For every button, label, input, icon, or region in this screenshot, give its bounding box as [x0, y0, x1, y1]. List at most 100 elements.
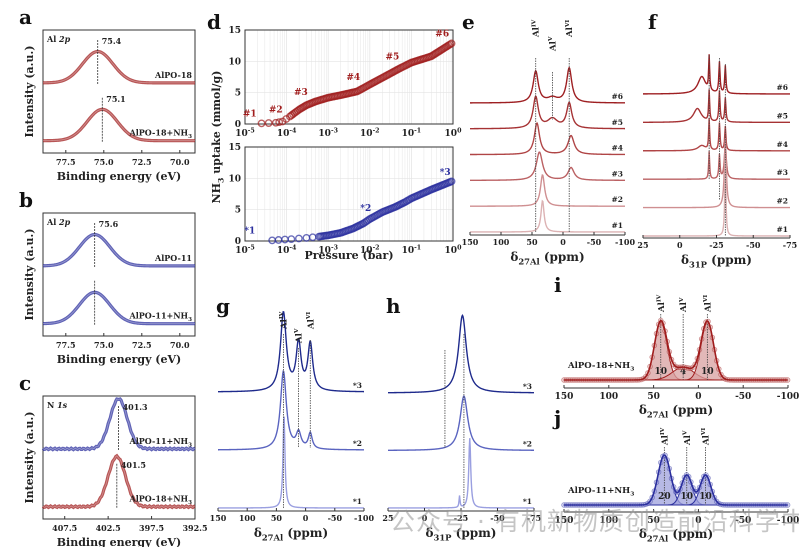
data-point [294, 234, 303, 243]
series-label: #1 [776, 225, 788, 234]
peak-label: AlV [547, 36, 558, 52]
x-tick-label: -75 [527, 513, 541, 523]
spectrum-line [642, 54, 791, 95]
x-tick-label: 70.0 [170, 340, 190, 350]
x-tick-label: 75.0 [94, 157, 114, 167]
point-annotation: *1 [244, 226, 255, 236]
y-tick-label: 15 [228, 143, 241, 153]
x-tick-label: 75.0 [94, 340, 114, 350]
spectrum-line [642, 160, 791, 237]
data-point [287, 235, 296, 244]
spectrum-line [217, 370, 365, 451]
x-tick-label: 50 [647, 392, 660, 402]
panel-label: f [648, 10, 658, 34]
peak-label: 75.4 [102, 36, 122, 46]
x-tick-label: 70.0 [170, 157, 190, 167]
x-axis-label: Binding energy (eV) [57, 353, 182, 366]
data-line [41, 397, 196, 452]
x-tick-label: 100 [445, 127, 463, 139]
series-label: AlPO-18 [154, 70, 192, 80]
panel-f: #6 #5 #4 #3 #2 #1 25 0 -25 -50 -75 δ31P (ppm) [637, 54, 797, 270]
data-point [275, 118, 284, 127]
spectrum-line [469, 122, 626, 156]
envelope-line [564, 454, 788, 506]
x-tick-label: 10-2 [360, 127, 380, 139]
x-axis-label: Binding energy (eV) [57, 170, 182, 183]
x-tick-label: 0 [695, 516, 701, 526]
x-tick-label: -75 [783, 240, 797, 250]
x-tick-label: 407.5 [52, 523, 77, 533]
inset-label: N 1s [47, 400, 68, 410]
peak-label: AlV [681, 430, 692, 446]
data-line-highlight [42, 108, 195, 142]
x-tick-label: 0 [422, 513, 428, 523]
x-tick-label: -25 [709, 240, 723, 250]
y-tick-label: 5 [235, 89, 241, 99]
panel-label: e [462, 10, 475, 34]
plot-frame [244, 146, 454, 242]
panel-label: j [552, 406, 561, 430]
series-label: #3 [611, 169, 623, 178]
panel-label: a [19, 5, 32, 29]
peak-label: AlVI [700, 428, 711, 446]
x-tick-label: 25 [637, 240, 648, 250]
peak-label: AlVI [702, 295, 713, 313]
x-tick-label: 100 [599, 392, 618, 402]
series-label: #5 [776, 111, 788, 120]
peak-label: AlIV [530, 19, 541, 38]
x-tick-label: -100 [777, 516, 799, 526]
data-line-highlight [42, 291, 195, 325]
y-tick-label: 0 [235, 120, 241, 130]
plot-frame [244, 29, 454, 125]
x-tick-label: 77.5 [56, 340, 75, 350]
panel-label: c [19, 371, 31, 395]
x-tick-label: 100 [493, 237, 510, 247]
x-tick-label: 50 [647, 516, 660, 526]
watermark: 公众号 · 有机新物质创造前沿科学中心 [390, 507, 799, 536]
x-tick-label: 0 [695, 392, 701, 402]
y-tick-label: 15 [228, 26, 241, 36]
data-point [447, 39, 456, 48]
x-tick-label: -100 [354, 513, 374, 523]
peak-label: 401.3 [123, 402, 148, 412]
x-tick-label: -50 [490, 513, 505, 523]
plot-frame [42, 29, 196, 154]
panel-label: b [19, 188, 33, 212]
series-label: AlPO-18+NH3 [129, 128, 193, 140]
spectrum-line [217, 416, 365, 509]
series-label: #2 [611, 195, 623, 204]
series-label: #4 [611, 144, 623, 153]
x-tick-label: -100 [777, 392, 799, 402]
peak-label: AlV [678, 297, 689, 313]
x-tick-label: 50 [526, 237, 538, 247]
y-axis-label: NH3 uptake (mmol/g) [210, 71, 225, 204]
x-tick-label: 10-4 [277, 244, 297, 256]
point-annotation: #1 [243, 109, 257, 119]
x-tick-label: 0 [303, 513, 309, 523]
x-tick-label: -50 [587, 237, 602, 247]
peak-label: 75.1 [106, 94, 125, 104]
spectrum-line [642, 89, 791, 124]
x-tick-label: 10-4 [277, 127, 297, 139]
series-label: AlPO-11+NH3 [129, 436, 193, 448]
y-axis-label: Intensity (a.u.) [23, 411, 36, 503]
x-tick-label: 50 [271, 513, 283, 523]
series-label: AlPO-11+NH3 [129, 311, 193, 323]
data-point [274, 236, 283, 244]
x-tick-label: 150 [555, 516, 574, 526]
x-tick-label: -50 [328, 513, 343, 523]
data-line [41, 453, 196, 510]
x-tick-label: 10-1 [402, 244, 422, 256]
x-tick-label: -50 [735, 516, 751, 526]
point-annotation: #5 [386, 52, 400, 62]
x-tick-label: 10-1 [402, 127, 422, 139]
y-tick-label: 10 [228, 174, 241, 184]
x-tick-label: 77.5 [56, 157, 75, 167]
x-tick-label: 10-5 [235, 127, 255, 139]
point-annotation: #2 [269, 106, 283, 116]
x-tick-label: -100 [615, 237, 635, 247]
series-label: *2 [353, 439, 362, 448]
peak-label: 401.5 [121, 460, 146, 470]
